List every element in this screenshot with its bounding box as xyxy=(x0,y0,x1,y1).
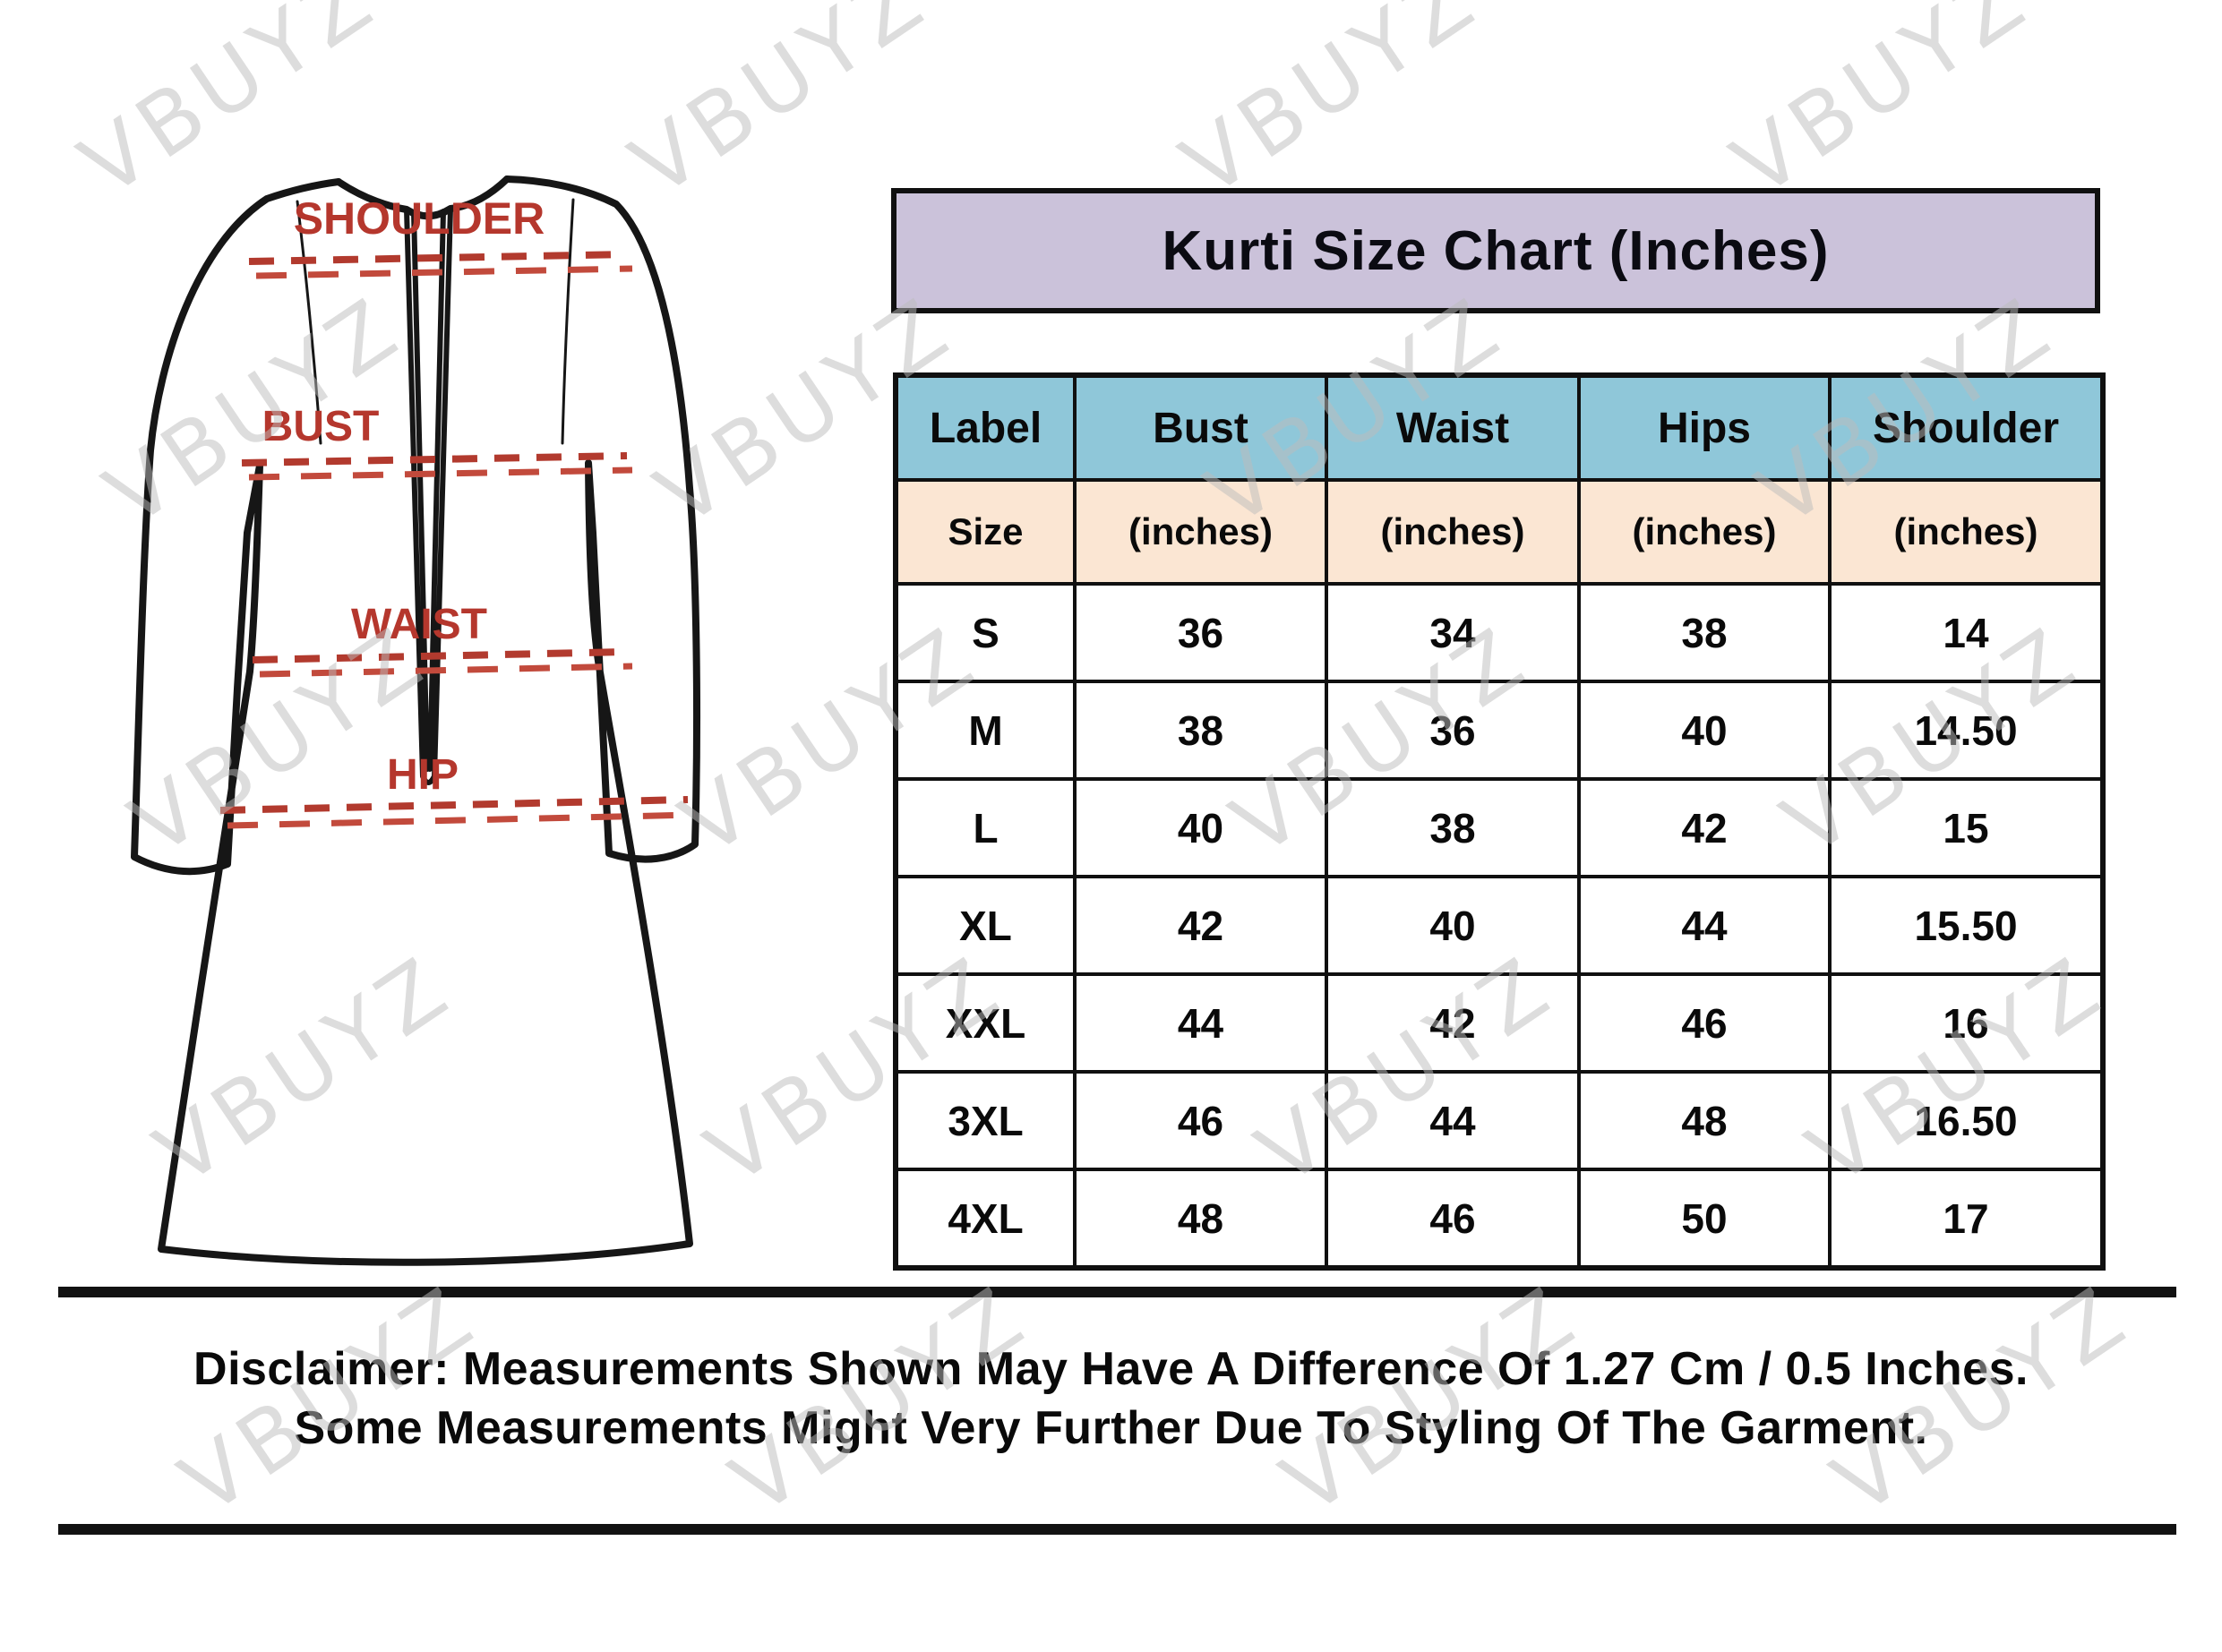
size-cell: L xyxy=(894,777,1077,878)
hips-cell: 40 xyxy=(1577,680,1832,781)
table-row-4xl: 4XL 48 46 50 17 xyxy=(894,1168,2105,1270)
table-row-3xl: 3XL 46 44 48 16.50 xyxy=(894,1070,2105,1171)
waist-measure-line-2 xyxy=(259,663,633,678)
subheader-inches-2: (inches) xyxy=(1325,478,1581,586)
watermark-text: VBUYZ xyxy=(1715,0,2047,217)
armhole-seam-left xyxy=(296,200,322,445)
subheader-inches-1: (inches) xyxy=(1073,478,1328,586)
shoulder-label: SHOULDER xyxy=(294,193,545,244)
subheader-inches-4: (inches) xyxy=(1828,478,2105,586)
size-cell: S xyxy=(894,582,1077,683)
size-cell: XL xyxy=(894,875,1077,976)
bust-measure-line xyxy=(241,452,628,466)
waist-cell: 34 xyxy=(1325,582,1581,683)
waist-cell: 36 xyxy=(1325,680,1581,781)
size-cell: 4XL xyxy=(894,1168,1077,1270)
divider-top xyxy=(58,1287,2176,1297)
size-cell: XXL xyxy=(894,972,1077,1074)
bust-cell: 42 xyxy=(1073,875,1328,976)
waist-cell: 44 xyxy=(1325,1070,1581,1171)
neck-slit xyxy=(404,206,453,785)
bust-label: BUST xyxy=(262,403,380,450)
bust-cell: 44 xyxy=(1073,972,1328,1074)
waist-cell: 40 xyxy=(1325,875,1581,976)
bust-cell: 48 xyxy=(1073,1168,1328,1270)
bust-cell: 40 xyxy=(1073,777,1328,878)
disclaimer-line2: Some Measurements Might Very Further Due… xyxy=(294,1402,1928,1454)
subheader-size: Size xyxy=(894,478,1077,586)
disclaimer-line1: Disclaimer: Measurements Shown May Have … xyxy=(193,1343,2029,1395)
watermark-text: VBUYZ xyxy=(1164,0,1497,217)
hips-cell: 48 xyxy=(1577,1070,1832,1171)
header-row: Label Bust Waist Hips Shoulder xyxy=(894,373,2105,482)
chart-title-box: Kurti Size Chart (Inches) xyxy=(891,188,2100,313)
shoulder-cell: 16.50 xyxy=(1828,1070,2105,1171)
bust-cell: 38 xyxy=(1073,680,1328,781)
waist-label: WAIST xyxy=(351,601,487,648)
waist-measure-line xyxy=(252,648,628,663)
subheader-inches-3: (inches) xyxy=(1577,478,1832,586)
neckline xyxy=(335,175,510,220)
waist-cell: 46 xyxy=(1325,1168,1581,1270)
table-row-s: S 36 34 38 14 xyxy=(894,582,2105,683)
col-header-label: Label xyxy=(894,373,1077,482)
waist-cell: 38 xyxy=(1325,777,1581,878)
bust-measure-line-2 xyxy=(248,466,633,481)
chart-title: Kurti Size Chart (Inches) xyxy=(1162,219,1830,282)
hips-cell: 46 xyxy=(1577,972,1832,1074)
col-header-bust: Bust xyxy=(1073,373,1328,482)
bust-cell: 46 xyxy=(1073,1070,1328,1171)
hip-measure-line-2 xyxy=(227,811,696,829)
divider-bottom xyxy=(58,1524,2176,1535)
shoulder-cell: 14.50 xyxy=(1828,680,2105,781)
table-row-xxl: XXL 44 42 46 16 xyxy=(894,972,2105,1074)
size-cell: 3XL xyxy=(894,1070,1077,1171)
size-table: Label Bust Waist Hips Shoulder Size (inc… xyxy=(893,372,2106,1271)
disclaimer: Disclaimer: Measurements Shown May Have … xyxy=(0,1340,2222,1458)
kurti-outline xyxy=(131,175,700,1266)
kurti-diagram: SHOULDER BUST WAIST HIP xyxy=(131,175,700,1266)
col-header-waist: Waist xyxy=(1325,373,1581,482)
waist-cell: 42 xyxy=(1325,972,1581,1074)
shoulder-cell: 17 xyxy=(1828,1168,2105,1270)
hips-cell: 44 xyxy=(1577,875,1832,976)
shoulder-cell: 15.50 xyxy=(1828,875,2105,976)
shoulder-cell: 14 xyxy=(1828,582,2105,683)
bust-cell: 36 xyxy=(1073,582,1328,683)
hips-cell: 42 xyxy=(1577,777,1832,878)
size-cell: M xyxy=(894,680,1077,781)
table-row-l: L 40 38 42 15 xyxy=(894,777,2105,878)
shoulder-measure-line-2 xyxy=(255,265,633,279)
col-header-hips: Hips xyxy=(1577,373,1832,482)
hips-cell: 50 xyxy=(1577,1168,1832,1270)
armhole-seam-right xyxy=(561,198,575,445)
table-row-xl: XL 42 40 44 15.50 xyxy=(894,875,2105,976)
shoulder-cell: 15 xyxy=(1828,777,2105,878)
shoulder-measure-line xyxy=(248,251,628,265)
hips-cell: 38 xyxy=(1577,582,1832,683)
shoulder-cell: 16 xyxy=(1828,972,2105,1074)
hip-measure-line xyxy=(219,796,689,814)
hip-label: HIP xyxy=(387,751,459,799)
subheader-row: Size (inches) (inches) (inches) (inches) xyxy=(894,478,2105,586)
table-row-m: M 38 36 40 14.50 xyxy=(894,680,2105,781)
col-header-shoulder: Shoulder xyxy=(1828,373,2105,482)
